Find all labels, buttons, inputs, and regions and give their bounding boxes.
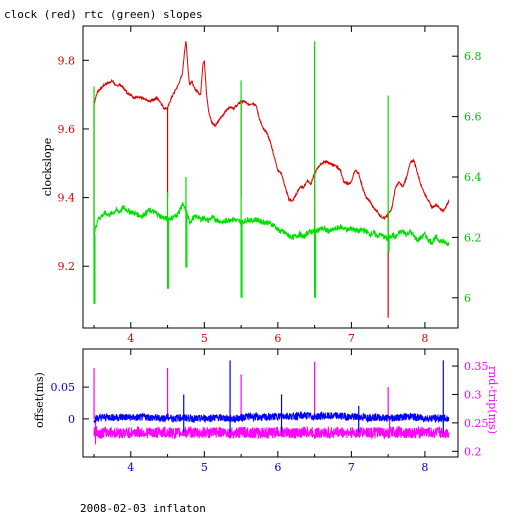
x-tick-label: 8 [421, 461, 428, 474]
series-line-1 [93, 41, 450, 221]
x-tick-label: 5 [201, 461, 208, 474]
bottom-plot: 4 5 6 7 8 0 0.05 0.2 0.25 0.3 0.35 [51, 348, 489, 474]
x-tick-label: 7 [348, 461, 355, 474]
y-tick-label: 9.2 [58, 260, 76, 273]
x-tick-label: 4 [127, 461, 134, 474]
series-line-2 [93, 202, 450, 246]
y-tick-label: 9.8 [58, 54, 76, 67]
y2-tick-label: 6.2 [464, 231, 482, 244]
y2-tick-label: 0.35 [464, 360, 489, 373]
top-y-label: clockslope [41, 137, 54, 197]
bottom-y-label: offset(ms) [33, 372, 46, 428]
y2-tick-label: 6.8 [464, 50, 482, 63]
y-tick-label: 0.05 [51, 381, 76, 394]
x-tick-label: 6 [274, 461, 281, 474]
y2-tick-label: 6.4 [464, 171, 482, 184]
y-tick-label: 0 [68, 413, 75, 426]
y-tick-label: 9.6 [58, 123, 76, 136]
y2-tick-label: 6 [464, 292, 471, 305]
y2-tick-label: 0.2 [464, 445, 482, 458]
x-tick-label: 4 [127, 332, 134, 345]
bottom-y2-label: rnd-trip(ms) [486, 366, 499, 434]
y-tick-label: 9.4 [58, 192, 76, 205]
footer-text: 2008-02-03 inflaton [80, 502, 206, 515]
plot-frame [82, 348, 459, 458]
y2-tick-label: 0.25 [464, 417, 489, 430]
series-line-2 [93, 425, 450, 440]
y2-tick-label: 6.6 [464, 111, 482, 124]
plot-frame [82, 25, 459, 329]
x-tick-label: 6 [274, 332, 281, 345]
x-tick-label: 5 [201, 332, 208, 345]
x-tick-label: 8 [421, 332, 428, 345]
x-tick-label: 7 [348, 332, 355, 345]
top-plot: 4 5 6 7 8 9.2 9.4 9.6 9.8 6 6.2 6.4 6.6 6.8 [58, 25, 482, 345]
y2-tick-label: 0.3 [464, 388, 482, 401]
page-title: clock (red) rtc (green) slopes [4, 8, 203, 21]
series-line-1 [93, 410, 450, 424]
